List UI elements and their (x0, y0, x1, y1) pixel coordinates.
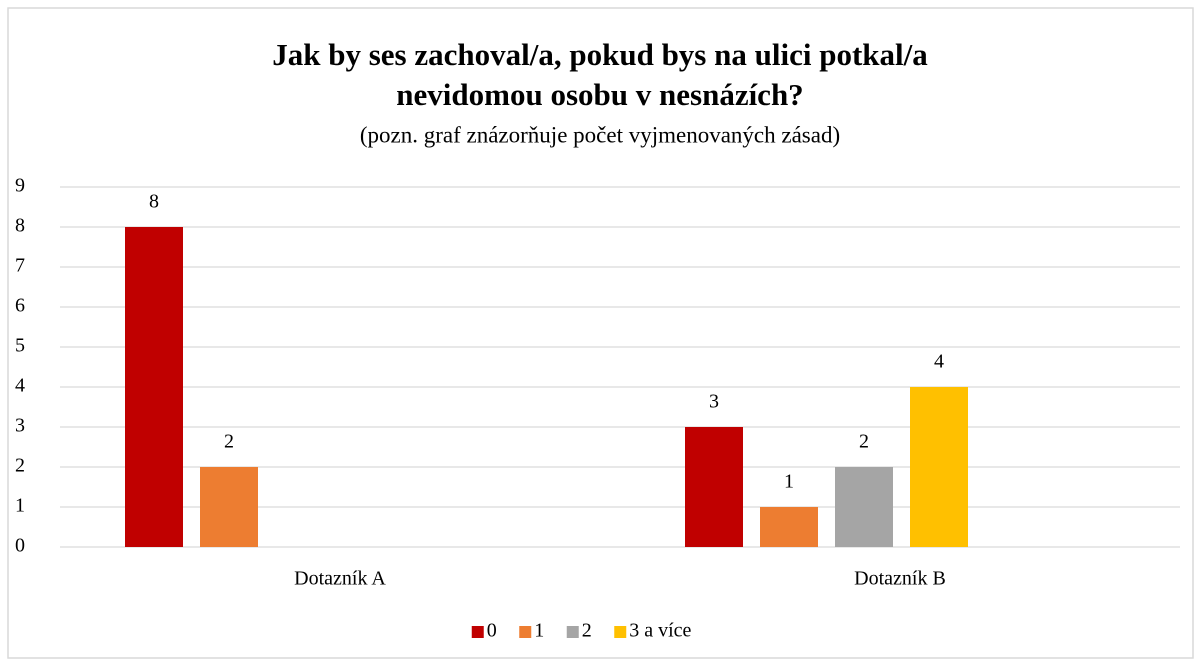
chart-subtitle: (pozn. graf znázorňuje počet vyjmenovaný… (360, 122, 840, 147)
y-tick-label: 6 (15, 295, 25, 317)
legend-swatch (519, 626, 532, 638)
legend-label: 2 (582, 620, 592, 642)
bar (200, 467, 258, 547)
y-tick-label: 4 (15, 375, 25, 397)
y-tick-label: 3 (15, 415, 25, 437)
bar (685, 427, 743, 547)
bar (125, 227, 183, 547)
data-label: 2 (224, 431, 234, 453)
y-tick-label: 2 (15, 455, 25, 477)
data-label: 8 (149, 191, 159, 213)
data-label: 1 (784, 471, 794, 493)
x-tick-label: Dotazník B (854, 568, 946, 590)
bar (910, 387, 968, 547)
y-tick-label: 8 (15, 215, 25, 237)
chart-border (7, 7, 1194, 659)
legend-swatch (614, 626, 627, 638)
chart-title: Jak by ses zachoval/a, pokud bys na ulic… (272, 37, 928, 72)
x-tick-label: Dotazník A (294, 568, 386, 590)
y-tick-label: 7 (15, 255, 25, 277)
data-label: 3 (709, 391, 719, 413)
data-label: 4 (934, 351, 944, 373)
y-tick-label: 5 (15, 335, 25, 357)
y-tick-label: 1 (15, 495, 25, 517)
data-label: 2 (859, 431, 869, 453)
bar (835, 467, 893, 547)
legend-label: 1 (534, 620, 544, 642)
legend-label: 0 (487, 620, 497, 642)
legend-swatch (566, 626, 579, 638)
legend-label: 3 a více (629, 620, 691, 642)
y-tick-label: 9 (15, 175, 25, 197)
bar (760, 507, 818, 547)
legend-swatch (471, 626, 484, 638)
y-tick-label: 0 (15, 535, 25, 557)
chart-title: nevidomou osobu v nesnázích? (396, 77, 803, 112)
